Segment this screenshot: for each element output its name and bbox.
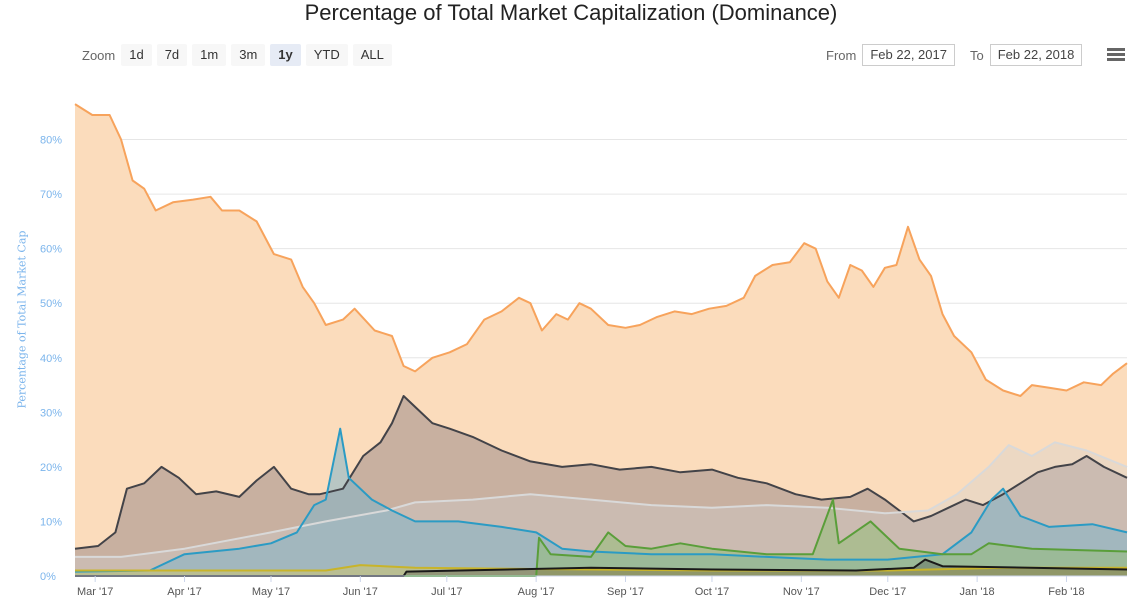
series-line-6 xyxy=(75,558,1128,577)
to-label: To xyxy=(970,47,984,63)
zoom-button-1m[interactable]: 1m xyxy=(192,44,227,66)
x-tick-label: Jan '18 xyxy=(960,586,995,598)
x-tick-label: Apr '17 xyxy=(167,586,202,598)
series-line-3 xyxy=(74,427,1128,573)
y-tick-label: 40% xyxy=(40,353,62,365)
chart-title: Percentage of Total Market Capitalizatio… xyxy=(304,0,838,25)
x-tick-label: Nov '17 xyxy=(783,586,820,598)
series-line-4 xyxy=(75,498,1128,577)
series-area-3 xyxy=(75,428,1127,576)
x-tick-label: Sep '17 xyxy=(607,586,644,598)
series-line-2 xyxy=(75,441,1128,558)
y-tick-label: 30% xyxy=(40,407,62,419)
zoom-button-1y[interactable]: 1y xyxy=(270,44,301,66)
zoom-button-all[interactable]: ALL xyxy=(352,44,392,66)
y-tick-label: 20% xyxy=(40,462,62,474)
y-tick-label: 80% xyxy=(40,135,62,147)
x-tick-label: Feb '18 xyxy=(1048,586,1084,598)
x-tick-label: May '17 xyxy=(252,586,290,598)
zoom-label: Zoom xyxy=(82,47,116,63)
x-tick-label: Aug '17 xyxy=(518,586,555,598)
series-area-4 xyxy=(75,499,1127,576)
zoom-controls: Zoom 1d 7d 1m 3m 1y YTD ALL xyxy=(82,44,397,66)
x-tick-label: Dec '17 xyxy=(869,586,906,598)
hamburger-menu-icon[interactable] xyxy=(1107,48,1125,62)
range-from: From Feb 22, 2017 xyxy=(826,44,955,66)
series-line-1 xyxy=(74,395,1128,550)
zoom-button-1d[interactable]: 1d xyxy=(121,44,152,66)
y-tick-label: 0% xyxy=(40,571,56,583)
from-date-input[interactable]: Feb 22, 2017 xyxy=(862,44,955,66)
y-tick-label: 70% xyxy=(40,189,62,201)
y-tick-label: 50% xyxy=(40,298,62,310)
series-area-6 xyxy=(75,559,1127,576)
series-line-0 xyxy=(74,103,1128,397)
x-tick-label: Jun '17 xyxy=(343,586,378,598)
x-tick-label: Mar '17 xyxy=(77,586,113,598)
series-line-5 xyxy=(75,564,1127,572)
y-tick-label: 60% xyxy=(40,244,62,256)
x-tick-label: Oct '17 xyxy=(695,586,730,598)
from-label: From xyxy=(826,47,857,63)
to-date-input[interactable]: Feb 22, 2018 xyxy=(989,44,1083,66)
range-to: To Feb 22, 2018 xyxy=(970,44,1083,66)
zoom-button-ytd[interactable]: YTD xyxy=(305,44,348,66)
zoom-button-7d[interactable]: 7d xyxy=(156,44,188,66)
y-tick-label: 10% xyxy=(40,516,62,528)
x-tick-label: Jul '17 xyxy=(431,586,462,598)
zoom-button-3m[interactable]: 3m xyxy=(231,44,266,66)
